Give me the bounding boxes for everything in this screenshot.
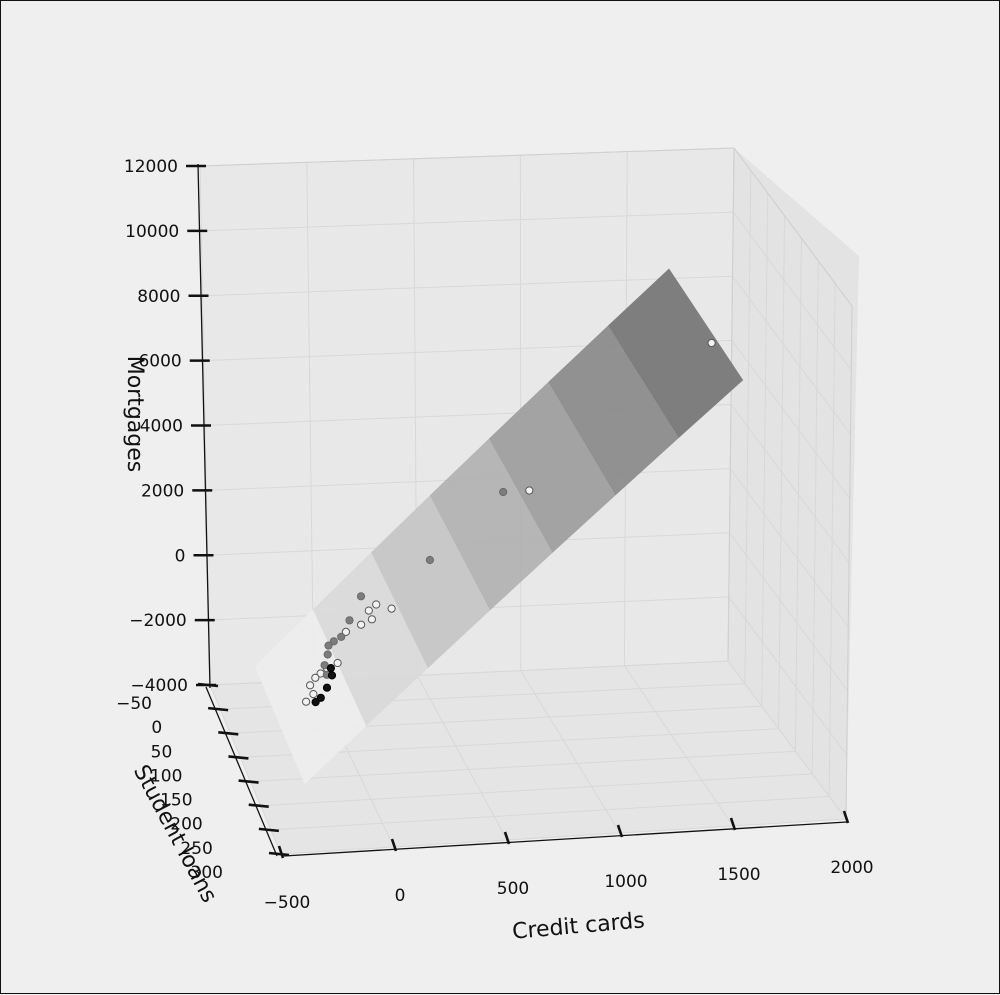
data-point <box>426 556 433 563</box>
z-axis-label: Mortgages <box>122 356 147 473</box>
data-point <box>328 672 335 679</box>
y-tick-label: −50 <box>116 694 152 714</box>
data-point <box>365 607 372 614</box>
y-tick-label: 0 <box>151 718 162 738</box>
data-point <box>373 601 380 608</box>
data-point <box>368 616 375 623</box>
data-point <box>500 488 507 495</box>
data-point <box>307 682 314 689</box>
data-point <box>338 633 345 640</box>
data-point <box>310 691 317 698</box>
z-tick-label: −4000 <box>130 676 188 696</box>
x-tick-label: −500 <box>264 893 311 913</box>
x-tick-label: 2000 <box>830 858 873 878</box>
data-point <box>323 684 330 691</box>
data-point <box>325 642 332 649</box>
z-tick-label: 10000 <box>125 222 179 242</box>
data-point <box>357 593 364 600</box>
data-point <box>334 659 341 666</box>
y-tick-label: 50 <box>151 742 173 762</box>
data-point <box>708 339 715 346</box>
x-tick-label: 500 <box>497 879 529 899</box>
x-axis-label: Credit cards <box>511 908 646 944</box>
z-tick-label: 8000 <box>137 287 180 307</box>
z-tick-label: 2000 <box>141 481 184 501</box>
data-point <box>346 617 353 624</box>
x-tick-label: 1000 <box>604 872 647 892</box>
data-point <box>312 699 319 706</box>
z-tick-label: 0 <box>175 546 186 566</box>
z-tick-label: −2000 <box>129 611 187 631</box>
data-point <box>526 487 533 494</box>
data-point <box>388 605 395 612</box>
data-point <box>327 665 334 672</box>
data-point <box>324 651 331 658</box>
z-tick-label: 12000 <box>124 157 178 177</box>
x-tick-label: 1500 <box>717 865 760 885</box>
data-point <box>358 621 365 628</box>
data-point <box>312 674 319 681</box>
x-tick-label: 0 <box>395 886 406 906</box>
data-point <box>303 698 310 705</box>
